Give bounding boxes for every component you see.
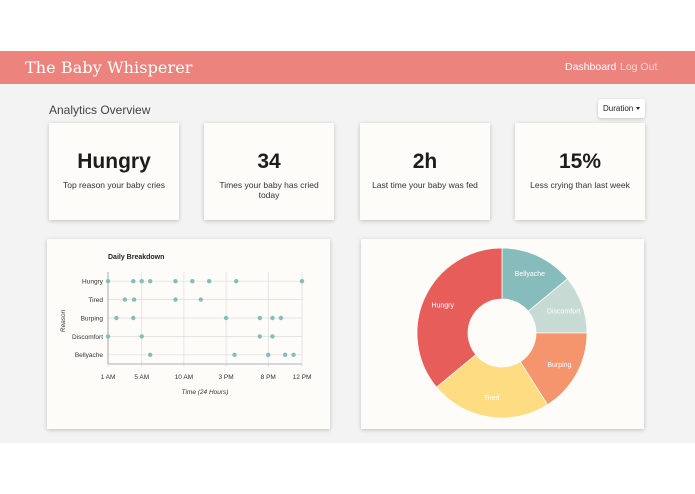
scatter-point[interactable] — [299, 279, 305, 284]
scatter-point[interactable] — [223, 315, 229, 321]
x-tick-label: 12 PM — [293, 374, 312, 381]
scatter-point[interactable] — [282, 352, 288, 357]
navbar: The Baby Whisperer Dashboard Log Out — [0, 51, 695, 84]
donut-slice-label: Hungry — [431, 303, 454, 310]
caret-down-icon — [636, 107, 641, 110]
stat-label: Top reason your baby cries — [62, 180, 166, 190]
stat-value: 2h — [412, 150, 438, 173]
scatter-point[interactable] — [207, 279, 212, 284]
donut-slice-label: Burping — [547, 362, 571, 369]
scatter-point[interactable] — [105, 334, 111, 339]
scatter-point[interactable] — [122, 297, 128, 302]
stat-value: 34 — [257, 150, 281, 173]
reason-breakdown-card: Bellyache Discomfort Burping Tired Hungry — [361, 239, 644, 429]
duration-dropdown[interactable]: Duration — [598, 99, 645, 118]
stat-card-last-fed: 2h Last time your baby was fed — [360, 123, 490, 220]
donut-slice-hungry[interactable] — [416, 247, 503, 388]
scatter-point[interactable] — [147, 279, 153, 284]
daily-breakdown-chart: Daily Breakdown Reason Time (24 Hours) H… — [60, 254, 312, 396]
x-tick-label: 3 PM — [219, 374, 234, 381]
x-tick-label: 10 AM — [175, 374, 193, 381]
scatter-point[interactable] — [105, 279, 111, 284]
y-tick-label: Burping — [81, 315, 104, 322]
scatter-point[interactable] — [232, 352, 237, 357]
scatter-point[interactable] — [266, 352, 271, 357]
stat-card-cry-count: 34 Times your baby has cried today — [204, 123, 334, 220]
duration-dropdown-label: Duration — [603, 104, 634, 113]
scatter-point[interactable] — [173, 279, 178, 284]
scatter-point[interactable] — [131, 279, 136, 284]
scatter-point[interactable] — [131, 297, 137, 302]
analytics-title: Analytics Overview — [49, 103, 151, 117]
scatter-point[interactable] — [190, 279, 195, 284]
nav-logout-link[interactable]: Log Out — [620, 61, 658, 73]
scatter-point[interactable] — [257, 315, 263, 321]
scatter-point[interactable] — [147, 352, 153, 357]
scatter-point[interactable] — [291, 352, 296, 357]
x-tick-label: 8 PM — [261, 374, 276, 381]
donut-slice-tired[interactable] — [435, 354, 549, 419]
x-axis-label: Time (24 Hours) — [182, 389, 229, 396]
stat-value: Hungry — [77, 150, 151, 173]
stat-card-crying-change: 15% Less crying than last week — [515, 123, 645, 220]
scatter-point[interactable] — [278, 315, 284, 321]
scatter-point[interactable] — [234, 279, 239, 284]
chart-title: Daily Breakdown — [108, 254, 164, 261]
daily-breakdown-card: Daily Breakdown Reason Time (24 Hours) H… — [47, 239, 330, 429]
scatter-point[interactable] — [139, 334, 144, 339]
brand-logo[interactable]: The Baby Whisperer — [25, 58, 193, 77]
stat-value: 15% — [558, 150, 602, 173]
scatter-point[interactable] — [139, 279, 144, 284]
scatter-point[interactable] — [114, 315, 119, 321]
stat-label: Last time your baby was fed — [372, 180, 478, 190]
y-tick-label: Hungry — [82, 279, 104, 286]
donut-slice-label: Discomfort — [547, 308, 581, 315]
x-tick-label: 1 AM — [101, 374, 116, 381]
scatter-point[interactable] — [131, 315, 136, 321]
stat-label: Less crying than last week — [530, 180, 630, 190]
scatter-point[interactable] — [198, 297, 203, 302]
donut-slice-label: Bellyache — [515, 271, 545, 278]
stat-label: Times your baby has cried today — [219, 180, 319, 200]
scatter-point[interactable] — [173, 297, 178, 302]
scatter-point[interactable] — [270, 315, 275, 321]
donut-slice-label: Tired — [484, 395, 500, 402]
y-tick-label: Discomfort — [72, 334, 103, 341]
y-tick-label: Bellyache — [75, 352, 104, 359]
reason-donut-chart: Bellyache Discomfort Burping Tired Hungry — [416, 247, 588, 419]
x-tick-label: 5 AM — [134, 374, 149, 381]
scatter-point[interactable] — [270, 334, 275, 339]
y-axis-label: Reason — [60, 309, 67, 332]
scatter-point[interactable] — [257, 334, 263, 339]
stat-card-top-reason: Hungry Top reason your baby cries — [49, 123, 179, 220]
nav-dashboard-link[interactable]: Dashboard — [565, 61, 617, 73]
y-tick-label: Tired — [88, 297, 103, 304]
